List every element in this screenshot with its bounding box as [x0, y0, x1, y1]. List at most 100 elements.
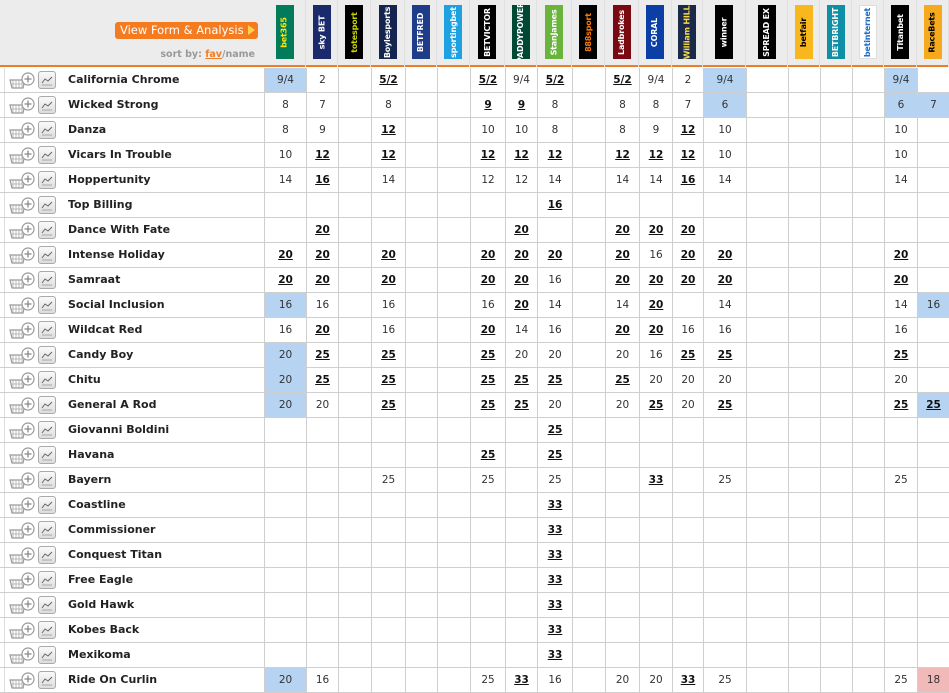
odds-cell-boylesports[interactable]: 16 [371, 293, 405, 317]
add-to-betslip-icon[interactable] [9, 472, 36, 489]
odds-cell-stanjames[interactable]: 33 [537, 543, 572, 567]
odds-cell-boylesports[interactable]: 25 [371, 368, 405, 392]
runner-name[interactable]: Commissioner [68, 523, 156, 536]
runner-name[interactable]: Mexikoma [68, 648, 131, 661]
odds-chart-icon[interactable] [38, 321, 56, 339]
odds-cell-stanjames[interactable]: 12 [537, 143, 572, 167]
odds-cell-sky-bet[interactable]: 16 [306, 668, 338, 692]
odds-cell-paddypower[interactable]: 14 [505, 318, 537, 342]
odds-chart-icon[interactable] [38, 371, 56, 389]
runner-name[interactable]: Bayern [68, 473, 112, 486]
odds-cell-stanjames[interactable]: 16 [537, 668, 572, 692]
add-to-betslip-icon[interactable] [9, 422, 36, 439]
view-form-analysis-button[interactable]: View Form & Analysis [115, 22, 258, 39]
odds-cell-paddypower[interactable]: 20 [505, 243, 537, 267]
add-to-betslip-icon[interactable] [9, 447, 36, 464]
odds-cell-ladbrokes[interactable]: 25 [605, 368, 639, 392]
bookmaker-logo-betfred[interactable]: BETFRED [411, 5, 430, 59]
odds-chart-icon[interactable] [38, 571, 56, 589]
add-to-betslip-icon[interactable] [9, 272, 36, 289]
bookmaker-logo-coral[interactable]: CORAL [646, 5, 664, 59]
odds-cell-stanjames[interactable]: 33 [537, 643, 572, 667]
odds-cell-william-hill[interactable]: 12 [672, 118, 703, 142]
odds-cell-sky-bet[interactable]: 20 [306, 268, 338, 292]
odds-cell-betvictor[interactable]: 12 [470, 168, 505, 192]
runner-name[interactable]: Chitu [68, 373, 101, 386]
add-to-betslip-icon[interactable] [9, 647, 36, 664]
bookmaker-logo-paddypower[interactable]: PADDYPOWER [511, 5, 530, 59]
odds-cell-sky-bet[interactable]: 9 [306, 118, 338, 142]
odds-cell-winner[interactable]: 10 [703, 118, 746, 142]
odds-cell-william-hill[interactable]: 16 [672, 168, 703, 192]
odds-chart-icon[interactable] [38, 71, 56, 89]
runner-name[interactable]: California Chrome [68, 73, 180, 86]
odds-cell-sky-bet[interactable]: 25 [306, 343, 338, 367]
odds-cell-betvictor[interactable]: 25 [470, 443, 505, 467]
odds-cell-coral[interactable]: 33 [639, 468, 672, 492]
odds-cell-paddypower[interactable]: 25 [505, 393, 537, 417]
odds-chart-icon[interactable] [38, 271, 56, 289]
add-to-betslip-icon[interactable] [9, 572, 36, 589]
odds-cell-titanbet[interactable]: 9/4 [884, 68, 917, 92]
odds-cell-william-hill[interactable]: 25 [672, 343, 703, 367]
bookmaker-logo-sportingbet[interactable]: sportingbet [444, 5, 462, 59]
odds-cell-ladbrokes[interactable]: 20 [605, 243, 639, 267]
odds-cell-winner[interactable]: 25 [703, 468, 746, 492]
odds-cell-william-hill[interactable]: 20 [672, 218, 703, 242]
odds-cell-stanjames[interactable]: 16 [537, 268, 572, 292]
odds-cell-coral[interactable]: 9/4 [639, 68, 672, 92]
odds-cell-titanbet[interactable]: 25 [884, 343, 917, 367]
runner-name[interactable]: Conquest Titan [68, 548, 163, 561]
runner-name[interactable]: Samraat [68, 273, 121, 286]
bookmaker-logo-888sport[interactable]: 888sport [579, 5, 597, 59]
bookmaker-logo-winner[interactable]: winner [715, 5, 733, 59]
odds-cell-betvictor[interactable]: 5/2 [470, 68, 505, 92]
odds-cell-winner[interactable]: 20 [703, 268, 746, 292]
add-to-betslip-icon[interactable] [9, 397, 36, 414]
odds-cell-betvictor[interactable]: 25 [470, 343, 505, 367]
bookmaker-logo-sky-bet[interactable]: sky BET [312, 5, 331, 59]
odds-cell-coral[interactable]: 20 [639, 218, 672, 242]
odds-cell-sky-bet[interactable]: 20 [306, 218, 338, 242]
odds-cell-winner[interactable]: 20 [703, 243, 746, 267]
odds-cell-paddypower[interactable]: 20 [505, 343, 537, 367]
odds-chart-icon[interactable] [38, 221, 56, 239]
odds-cell-racebets[interactable]: 16 [917, 293, 949, 317]
odds-chart-icon[interactable] [38, 521, 56, 539]
runner-name[interactable]: Wicked Strong [68, 98, 159, 111]
odds-cell-stanjames[interactable]: 33 [537, 593, 572, 617]
odds-cell-william-hill[interactable]: 12 [672, 143, 703, 167]
odds-cell-boylesports[interactable]: 20 [371, 268, 405, 292]
odds-cell-ladbrokes[interactable]: 20 [605, 668, 639, 692]
odds-chart-icon[interactable] [38, 296, 56, 314]
odds-cell-titanbet[interactable]: 20 [884, 368, 917, 392]
bookmaker-logo-stanjames[interactable]: StanJames [545, 5, 563, 59]
odds-cell-titanbet[interactable]: 10 [884, 118, 917, 142]
odds-cell-ladbrokes[interactable]: 20 [605, 318, 639, 342]
odds-cell-racebets[interactable]: 7 [917, 93, 949, 117]
runner-name[interactable]: Havana [68, 448, 115, 461]
odds-cell-stanjames[interactable]: 14 [537, 293, 572, 317]
odds-cell-coral[interactable]: 20 [639, 668, 672, 692]
odds-cell-ladbrokes[interactable]: 5/2 [605, 68, 639, 92]
bookmaker-logo-spread-ex[interactable]: SPREAD EX [757, 5, 776, 59]
odds-cell-betvictor[interactable]: 10 [470, 118, 505, 142]
odds-cell-sky-bet[interactable]: 25 [306, 368, 338, 392]
odds-cell-titanbet[interactable]: 6 [884, 93, 917, 117]
odds-cell-bet365[interactable]: 8 [264, 118, 306, 142]
odds-cell-bet365[interactable]: 20 [264, 243, 306, 267]
odds-chart-icon[interactable] [38, 346, 56, 364]
odds-cell-stanjames[interactable]: 25 [537, 368, 572, 392]
odds-cell-stanjames[interactable]: 8 [537, 93, 572, 117]
odds-cell-titanbet[interactable]: 10 [884, 143, 917, 167]
odds-cell-stanjames[interactable]: 20 [537, 243, 572, 267]
runner-name[interactable]: Coastline [68, 498, 126, 511]
runner-name[interactable]: Ride On Curlin [68, 673, 158, 686]
runner-name[interactable]: Top Billing [68, 198, 133, 211]
odds-cell-coral[interactable]: 20 [639, 318, 672, 342]
odds-cell-boylesports[interactable]: 14 [371, 168, 405, 192]
odds-cell-winner[interactable]: 14 [703, 168, 746, 192]
odds-chart-icon[interactable] [38, 496, 56, 514]
odds-cell-ladbrokes[interactable]: 14 [605, 293, 639, 317]
odds-cell-stanjames[interactable]: 16 [537, 193, 572, 217]
